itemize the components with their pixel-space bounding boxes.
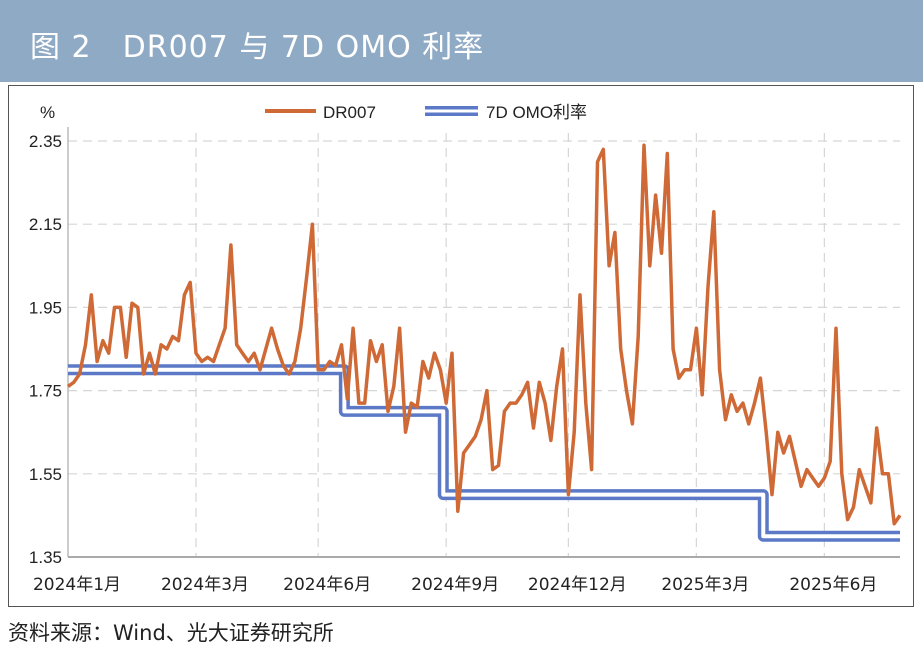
figure-title: 图 2 DR007 与 7D OMO 利率	[30, 30, 485, 65]
title-bar: 图 2 DR007 与 7D OMO 利率	[0, 0, 923, 82]
x-tick-label: 2024年3月	[161, 575, 249, 595]
y-tick-label: 2.35	[29, 132, 62, 151]
x-tick-label: 2024年12月	[528, 575, 627, 595]
omo-line-inner	[68, 367, 900, 539]
y-tick-label: 1.55	[29, 465, 62, 484]
legend: DR007 7D OMO利率	[265, 103, 587, 122]
y-tick-label: 1.75	[29, 382, 62, 401]
y-tick-label: 1.35	[29, 548, 62, 567]
y-axis-unit: %	[40, 103, 55, 122]
x-tick-label: 2024年1月	[33, 575, 121, 595]
x-tick-label: 2024年6月	[283, 575, 371, 595]
x-tick-label: 2025年6月	[789, 575, 877, 595]
legend-label-dr007: DR007	[323, 103, 376, 122]
legend-label-omo: 7D OMO利率	[486, 103, 587, 122]
x-tick-label: 2024年9月	[411, 575, 499, 595]
series-lines	[66, 143, 902, 542]
y-tick-label: 1.95	[29, 298, 62, 317]
axes: 2.35 2.15 1.95 1.75 1.55 1.35 2024年1月 2024年3月 20…	[29, 127, 900, 595]
y-tick-label: 2.15	[29, 215, 62, 234]
source-note: 资料来源：Wind、光大证券研究所	[8, 621, 334, 645]
chart-frame	[8, 85, 914, 607]
dr007-line	[66, 143, 902, 526]
x-tick-label: 2025年3月	[661, 575, 749, 595]
